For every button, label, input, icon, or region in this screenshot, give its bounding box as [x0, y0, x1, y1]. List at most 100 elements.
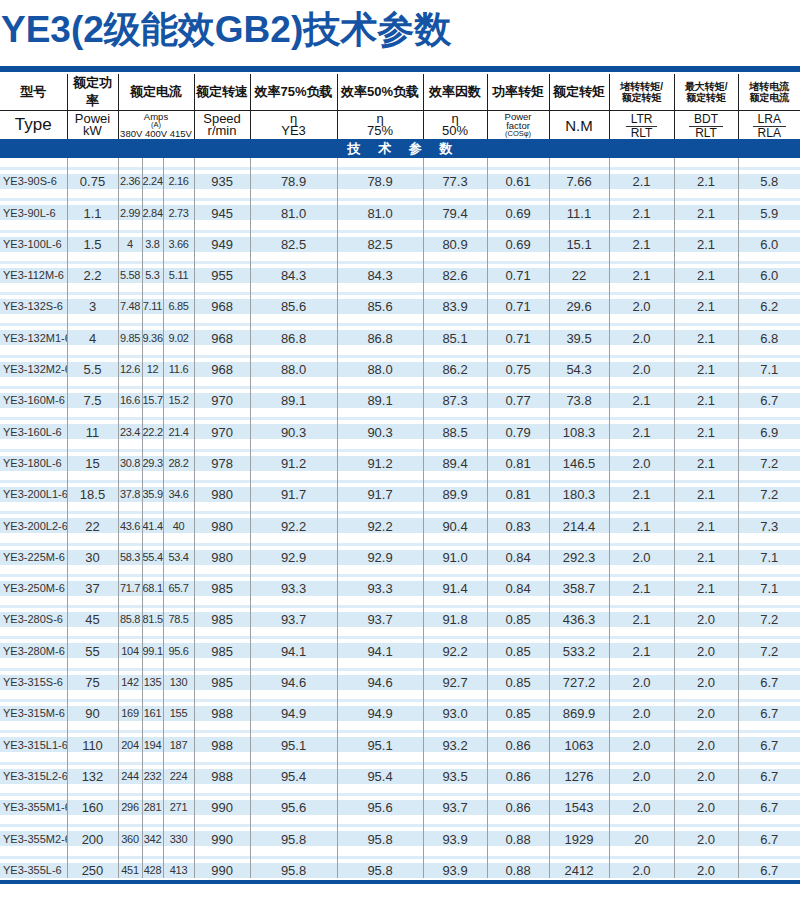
value-cell: 6.8 — [738, 314, 800, 345]
page-title: YE3(2级能效GB2)技术参数 — [1, 5, 451, 55]
header-row-en: Type Powei kW Amps (A) 380V 400V 415V Sp… — [0, 111, 800, 140]
nm-label: N.M — [565, 117, 593, 134]
eff-factor-en-line2: 50% — [424, 125, 487, 137]
lra-cn-line2: 额定电流 — [739, 92, 800, 103]
value-cell: 2.0 — [609, 440, 674, 471]
value-cell: 11 — [67, 408, 118, 439]
value-cell: 2.1 — [674, 502, 738, 533]
value-cell: 20 — [609, 815, 674, 846]
value-cell: 968 — [194, 346, 250, 377]
value-cell: 296 — [118, 784, 142, 815]
value-cell: 2.1 — [674, 408, 738, 439]
value-cell: 104 — [118, 627, 142, 658]
table-row: YE3-90S-60.752.362.242.1693578.978.977.3… — [0, 158, 800, 189]
table-header: 型号 额定功率 额定电流 额定转速 效率75%负载 效率50%负载 效率因数 功… — [0, 74, 800, 158]
model-cell: YE3-132M2-6 — [0, 346, 67, 377]
value-cell: 22 — [67, 502, 118, 533]
value-cell: 22.2 — [142, 408, 163, 439]
value-cell: 2.1 — [674, 377, 738, 408]
value-cell: 90.3 — [337, 408, 423, 439]
value-cell: 155 — [163, 690, 194, 721]
value-cell: 436.3 — [549, 596, 609, 627]
value-cell: 5.8 — [738, 158, 800, 189]
value-cell: 2.0 — [674, 815, 738, 846]
value-cell: 0.75 — [487, 346, 549, 377]
table-row: YE3-132M1-649.859.369.0296886.886.885.10… — [0, 314, 800, 345]
value-cell: 204 — [118, 721, 142, 752]
value-cell: 214.4 — [549, 502, 609, 533]
value-cell: 2.0 — [674, 659, 738, 690]
table-row: YE3-100L-61.543.83.6694982.582.580.90.69… — [0, 221, 800, 252]
value-cell: 9.85 — [118, 314, 142, 345]
table-row: YE3-355L-625045142841399095.895.893.90.8… — [0, 847, 800, 878]
value-cell: 4 — [67, 314, 118, 345]
value-cell: 30.8 — [118, 440, 142, 471]
value-cell: 7.1 — [738, 565, 800, 596]
value-cell: 4 — [118, 221, 142, 252]
value-cell: 985 — [194, 565, 250, 596]
value-cell: 54.3 — [549, 346, 609, 377]
value-cell: 985 — [194, 659, 250, 690]
value-cell: 95.6 — [250, 784, 337, 815]
value-cell: 6.0 — [738, 252, 800, 283]
value-cell: 980 — [194, 534, 250, 565]
col-bdt-en: BDT RLT — [674, 111, 738, 140]
value-cell: 92.7 — [423, 659, 487, 690]
value-cell: 200 — [67, 815, 118, 846]
value-cell: 83.9 — [423, 283, 487, 314]
value-cell: 990 — [194, 847, 250, 878]
value-cell: 6.7 — [738, 659, 800, 690]
speed-en-line2: r/min — [195, 125, 250, 137]
value-cell: 6.85 — [163, 283, 194, 314]
value-cell: 2.0 — [674, 753, 738, 784]
value-cell: 2.1 — [609, 471, 674, 502]
value-cell: 91.0 — [423, 534, 487, 565]
section-banner: 技 术 参 数 — [0, 139, 800, 158]
value-cell: 935 — [194, 158, 250, 189]
col-speed-cn: 额定转速 — [194, 74, 250, 111]
model-cell: YE3-355L-6 — [0, 847, 67, 878]
value-cell: 1063 — [549, 721, 609, 752]
col-eff50-cn: 效率50%负载 — [337, 74, 423, 111]
value-cell: 2.1 — [674, 565, 738, 596]
value-cell: 95.8 — [337, 815, 423, 846]
value-cell: 0.88 — [487, 815, 549, 846]
value-cell: 37 — [67, 565, 118, 596]
value-cell: 93.9 — [423, 815, 487, 846]
value-cell: 93.7 — [250, 596, 337, 627]
value-cell: 180.3 — [549, 471, 609, 502]
value-cell: 988 — [194, 721, 250, 752]
value-cell: 0.69 — [487, 221, 549, 252]
value-cell: 11.6 — [163, 346, 194, 377]
value-cell: 108.3 — [549, 408, 609, 439]
value-cell: 1.1 — [67, 189, 118, 220]
value-cell: 89.4 — [423, 440, 487, 471]
value-cell: 869.9 — [549, 690, 609, 721]
value-cell: 85.6 — [337, 283, 423, 314]
col-speed-en: Speed r/min — [194, 111, 250, 140]
value-cell: 130 — [163, 659, 194, 690]
value-cell: 82.6 — [423, 252, 487, 283]
value-cell: 160 — [67, 784, 118, 815]
model-cell: YE3-355M2-6 — [0, 815, 67, 846]
table-top-bar — [0, 66, 800, 72]
table-body: YE3-90S-60.752.362.242.1693578.978.977.3… — [0, 158, 800, 878]
col-power-cn: 额定功率 — [67, 74, 118, 111]
value-cell: 2.0 — [674, 596, 738, 627]
value-cell: 2.1 — [609, 596, 674, 627]
value-cell: 1.5 — [67, 221, 118, 252]
value-cell: 94.6 — [337, 659, 423, 690]
value-cell: 7.66 — [549, 158, 609, 189]
model-cell: YE3-90S-6 — [0, 158, 67, 189]
value-cell: 6.7 — [738, 377, 800, 408]
value-cell: 988 — [194, 690, 250, 721]
table-row: YE3-160L-61123.422.221.497090.390.388.50… — [0, 408, 800, 439]
lra-numerator: LRA — [753, 113, 786, 127]
value-cell: 0.84 — [487, 534, 549, 565]
table-row: YE3-160M-67.516.615.715.297089.189.187.3… — [0, 377, 800, 408]
value-cell: 413 — [163, 847, 194, 878]
value-cell: 985 — [194, 596, 250, 627]
col-eff75-en: η YE3 — [250, 111, 337, 140]
value-cell: 12.6 — [118, 346, 142, 377]
value-cell: 2.0 — [674, 847, 738, 878]
